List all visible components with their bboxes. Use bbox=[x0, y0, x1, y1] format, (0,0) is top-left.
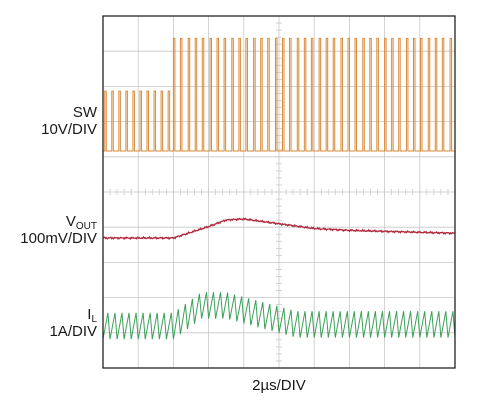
il-name: IL bbox=[87, 306, 97, 325]
sw-channel-label: SW 10V/DIV bbox=[41, 104, 97, 138]
il-channel-label: IL 1A/DIV bbox=[49, 306, 97, 340]
il-scale: 1A/DIV bbox=[49, 323, 97, 340]
il-waveform bbox=[102, 292, 456, 340]
sw-name: SW bbox=[72, 104, 97, 121]
sw-scale: 10V/DIV bbox=[41, 121, 97, 138]
vout-trace bbox=[102, 217, 456, 241]
grid bbox=[102, 15, 456, 369]
sw-waveform bbox=[103, 37, 455, 152]
vout-scale: 100mV/DIV bbox=[20, 230, 97, 247]
vout-waveform bbox=[102, 217, 456, 241]
vout-name: VOUT bbox=[65, 213, 97, 232]
plot-frame bbox=[102, 15, 456, 369]
il-trace bbox=[102, 292, 456, 340]
sw-trace bbox=[103, 37, 455, 152]
vout-channel-label: VOUT 100mV/DIV bbox=[20, 213, 97, 247]
time-scale-label: 2µs/DIV bbox=[252, 377, 306, 394]
